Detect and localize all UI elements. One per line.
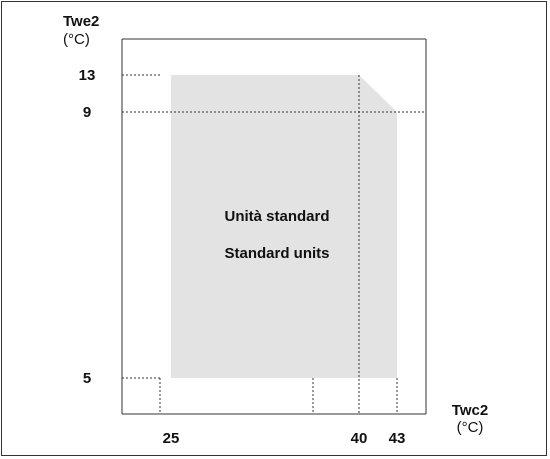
x-axis-unit: (°C) xyxy=(457,419,484,436)
x-axis-label: Twc2 xyxy=(452,402,488,419)
region-label-it: Unità standard xyxy=(224,208,329,225)
y-tick-13: 13 xyxy=(79,67,96,84)
y-axis-label: Twe2 xyxy=(63,13,99,30)
x-tick-40: 40 xyxy=(351,430,368,447)
region-label-en: Standard units xyxy=(224,245,329,262)
x-tick-25: 25 xyxy=(163,430,180,447)
y-axis-unit: (°C) xyxy=(63,31,90,48)
y-tick-5: 5 xyxy=(83,370,91,387)
y-tick-9: 9 xyxy=(83,104,91,121)
x-tick-43: 43 xyxy=(389,430,406,447)
operating-region xyxy=(171,75,397,378)
